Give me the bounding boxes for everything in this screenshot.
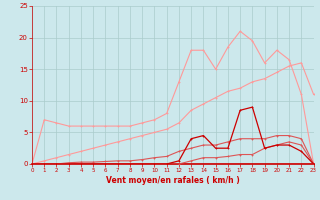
X-axis label: Vent moyen/en rafales ( km/h ): Vent moyen/en rafales ( km/h ) <box>106 176 240 185</box>
